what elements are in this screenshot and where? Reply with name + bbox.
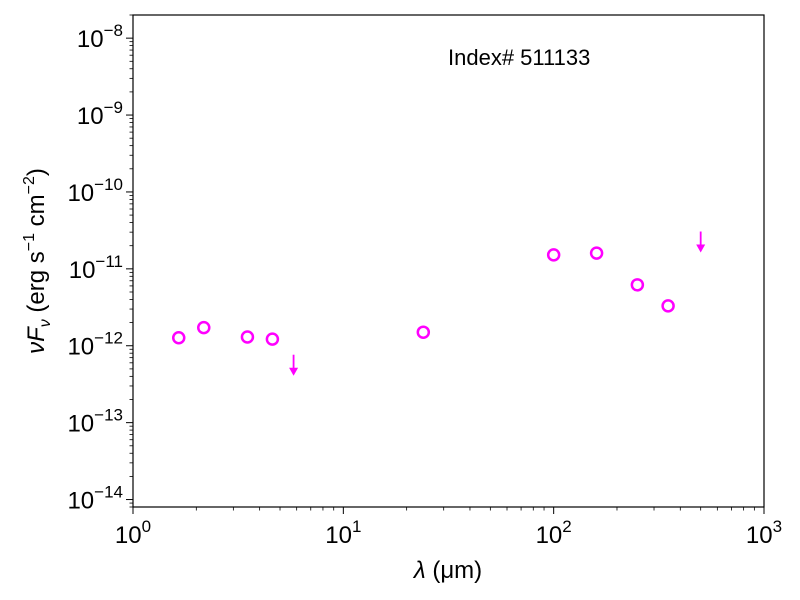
tick-label: 10−10 (67, 175, 123, 207)
tick-label: 10−8 (77, 21, 123, 53)
tick-label: 10−13 (67, 406, 123, 438)
index-annotation: Index# 511133 (448, 45, 590, 70)
data-point (197, 320, 211, 335)
upper-limit-marker (289, 354, 299, 376)
tick-label: 10−12 (67, 329, 123, 361)
x-axis-ticks: 100 101 102 103 (115, 507, 782, 549)
tick-label: 10−9 (77, 98, 123, 130)
tick-label: 100 (115, 517, 151, 549)
data-point (630, 278, 645, 292)
data-point (416, 325, 431, 339)
data-point (546, 248, 561, 262)
data-point (589, 246, 604, 260)
x-axis-label: λ (μm) (412, 557, 482, 584)
y-axis-label: νFν (erg s−1 cm−2) (21, 168, 54, 354)
data-marks (171, 231, 706, 376)
tick-label: 101 (325, 517, 361, 549)
data-point (171, 331, 186, 345)
tick-label: 10−11 (69, 252, 123, 284)
tick-label: 103 (746, 517, 782, 549)
upper-limit-marker (696, 231, 706, 253)
data-point (661, 299, 675, 313)
tick-label: 10−14 (67, 483, 123, 515)
y-axis-ticks: 10−14 10−13 10−12 10−11 10−10 10−9 10−8 (67, 14, 133, 515)
data-point (240, 330, 255, 344)
upper-limit-arrowhead (696, 244, 706, 253)
data-point (265, 332, 280, 346)
upper-limit-arrowhead (289, 367, 299, 376)
plot-area (132, 14, 765, 508)
tick-label: 102 (536, 517, 572, 549)
